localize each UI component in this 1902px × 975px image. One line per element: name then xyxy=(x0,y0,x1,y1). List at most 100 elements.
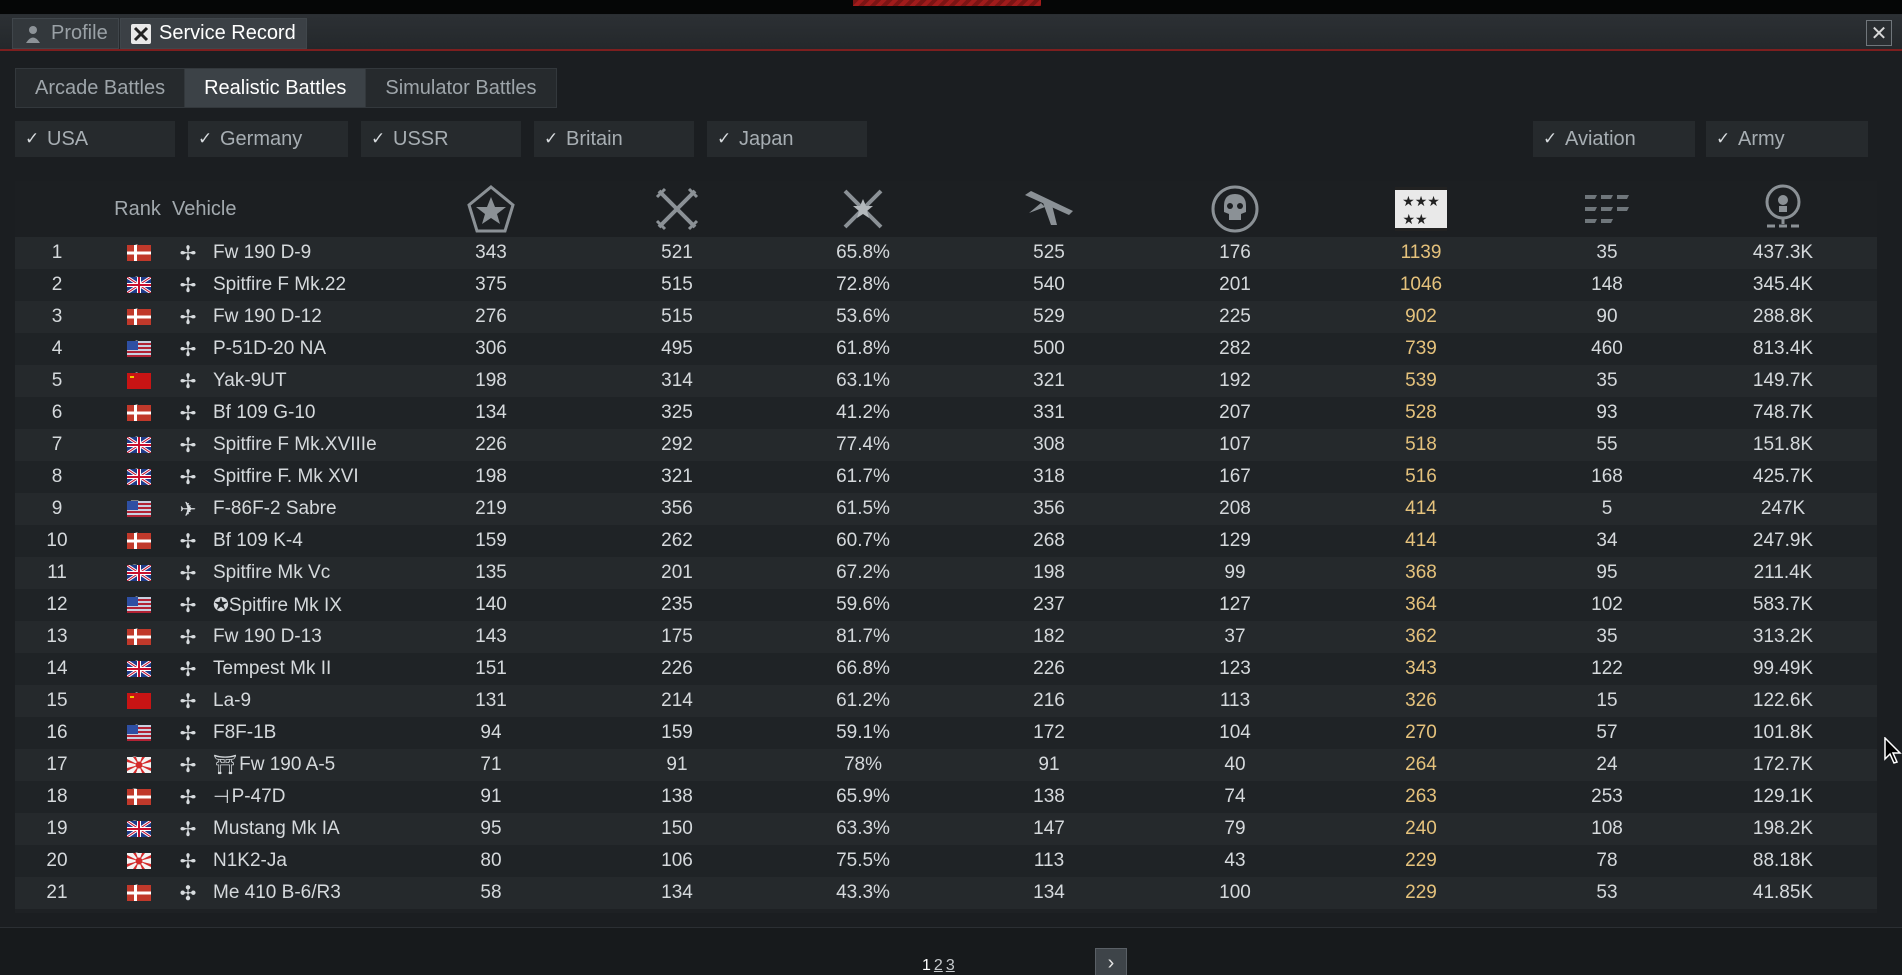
table-row[interactable]: 104✢Bf 109 K-415926260.7%26812941434247.… xyxy=(15,525,1877,557)
stat-c5: 167 xyxy=(1219,466,1251,487)
stat-c3: 77.4% xyxy=(836,434,890,455)
vehicle-name-text: ✪Spitfire Mk IX xyxy=(213,594,342,616)
header-ground-kills[interactable] xyxy=(1552,181,1662,237)
tab-service-record[interactable]: Service Record xyxy=(120,18,307,49)
stat-c4: 226 xyxy=(1033,658,1065,679)
stat-c2: 292 xyxy=(661,434,693,455)
stat-c5: 225 xyxy=(1219,306,1251,327)
header-missions[interactable] xyxy=(622,181,732,237)
prop-plane-icon: ✢ xyxy=(179,786,197,809)
header-flyouts[interactable] xyxy=(994,181,1104,237)
page-1-link[interactable]: 1 xyxy=(922,957,931,974)
nation-flag-germany-icon xyxy=(127,301,157,333)
filter-army[interactable]: ✓ Army xyxy=(1706,121,1868,157)
prop-plane-icon: ✢ xyxy=(179,306,197,329)
page-2-link[interactable]: 2 xyxy=(933,957,943,974)
row-number: 1 xyxy=(51,242,63,263)
stat-c3: 59.6% xyxy=(836,594,890,615)
table-row[interactable]: 144✢Tempest Mk II15122666.8%226123343122… xyxy=(15,653,1877,685)
stat-c6: 263 xyxy=(1405,786,1437,807)
table-row[interactable]: 24✢Spitfire F Mk.2237551572.8%5402011046… xyxy=(15,269,1877,301)
tab-profile[interactable]: Profile xyxy=(12,18,119,49)
row-number: 2 xyxy=(51,274,63,295)
stat-c6: 240 xyxy=(1405,818,1437,839)
table-row[interactable]: 34✢Fw 190 D-1227651553.6%52922590290288.… xyxy=(15,301,1877,333)
stat-c5: 129 xyxy=(1219,530,1251,551)
stat-c5: 123 xyxy=(1219,658,1251,679)
header-deaths[interactable] xyxy=(1180,181,1290,237)
tab-realistic-battles[interactable]: Realistic Battles xyxy=(185,69,367,107)
header-win-rate[interactable] xyxy=(808,181,918,237)
table-row[interactable]: 193✢Mustang Mk IA9515063.3%1477924010819… xyxy=(15,813,1877,845)
stat-c3: 67.2% xyxy=(836,562,890,583)
vehicle-name-text: Bf 109 G-10 xyxy=(213,402,316,423)
stat-c4: 113 xyxy=(1033,850,1065,871)
stat-c7: 78 xyxy=(1596,850,1618,871)
header-rank[interactable]: Rank xyxy=(100,181,175,237)
table-row[interactable]: 84✢Spitfire F. Mk XVI19832161.7%31816751… xyxy=(15,461,1877,493)
close-button[interactable]: ✕ xyxy=(1866,20,1892,46)
header-time-played[interactable] xyxy=(1728,181,1838,237)
filter-usa[interactable]: ✓ USA xyxy=(15,121,175,157)
table-row[interactable]: 134✢Fw 190 D-1314317581.7%1823736235313.… xyxy=(15,621,1877,653)
row-number: 8 xyxy=(51,466,63,487)
table-row[interactable]: 95✈F-86F-2 Sabre21935661.5%3562084145247… xyxy=(15,493,1877,525)
stat-c2: 262 xyxy=(661,530,693,551)
header-vehicle-label: Vehicle xyxy=(172,197,237,220)
stat-c5: 201 xyxy=(1219,274,1251,295)
header-victories[interactable] xyxy=(436,181,546,237)
prop-plane-icon: ✢ xyxy=(179,466,197,489)
title-bar: Profile Service Record ✕ xyxy=(0,15,1902,51)
tab-simulator-battles[interactable]: Simulator Battles xyxy=(366,69,555,107)
heavy-fighter-icon: ✣ xyxy=(179,882,197,905)
table-row[interactable]: 74✢Spitfire F Mk.XVIIIe22629277.4%308107… xyxy=(15,429,1877,461)
row-number: 12 xyxy=(46,594,68,615)
page-3-link[interactable]: 3 xyxy=(945,957,955,974)
prop-plane-icon: ✢ xyxy=(179,562,197,585)
stat-c7: 90 xyxy=(1596,306,1618,327)
stat-c3: 65.8% xyxy=(836,242,890,263)
vehicle-name: F8F-1B xyxy=(213,717,423,749)
table-row[interactable]: 64✢Bf 109 G-1013432541.2%33120752893748.… xyxy=(15,397,1877,429)
filter-germany[interactable]: ✓ Germany xyxy=(188,121,348,157)
stat-c1: 219 xyxy=(475,498,507,519)
vehicle-name: N1K2-Ja xyxy=(213,845,423,877)
table-row[interactable]: 124✢✪Spitfire Mk IX14023559.6%2371273641… xyxy=(15,589,1877,621)
stat-c2: 515 xyxy=(661,306,693,327)
filter-aviation[interactable]: ✓ Aviation xyxy=(1533,121,1695,157)
stat-c1: 140 xyxy=(475,594,507,615)
filter-ussr[interactable]: ✓ USSR xyxy=(361,121,521,157)
stat-c8: 198.2K xyxy=(1752,818,1814,839)
filter-japan[interactable]: ✓ Japan xyxy=(707,121,867,157)
vehicle-name-text: N1K2-Ja xyxy=(213,850,287,871)
stat-c6: 229 xyxy=(1405,882,1437,903)
stat-c3: 61.2% xyxy=(836,690,890,711)
table-row[interactable]: 113✢Spitfire Mk Vc13520167.2%19899368952… xyxy=(15,557,1877,589)
table-row[interactable]: 214✣Me 410 B-6/R35813443.3%1341002295341… xyxy=(15,877,1877,909)
german-captured-icon: ⊣ xyxy=(213,786,230,808)
stat-c1: 343 xyxy=(475,242,507,263)
row-number: 6 xyxy=(51,402,63,423)
stat-c8: 247.9K xyxy=(1752,530,1814,551)
table-row[interactable]: 14✢Fw 190 D-934352165.8%525176113935437.… xyxy=(15,237,1877,269)
stat-c2: 521 xyxy=(661,242,693,263)
header-air-kills[interactable]: ★★★ ★★ xyxy=(1366,181,1476,237)
filter-britain[interactable]: ✓ Britain xyxy=(534,121,694,157)
next-page-button[interactable]: › xyxy=(1095,948,1127,975)
nation-flag-germany-icon xyxy=(127,525,157,557)
stat-c8: 748.7K xyxy=(1752,402,1814,423)
stat-c2: 495 xyxy=(661,338,693,359)
header-vehicle[interactable]: Vehicle xyxy=(172,181,262,237)
vehicle-stats-table: Rank Vehicle ★★★ ★★ xyxy=(15,181,1877,913)
stat-c7: 53 xyxy=(1596,882,1618,903)
tab-arcade-battles[interactable]: Arcade Battles xyxy=(16,69,186,107)
service-record-window: Profile Service Record ✕ Arcade Battles … xyxy=(0,14,1902,975)
row-number: 10 xyxy=(46,530,68,551)
table-row[interactable]: 44✢P-51D-20 NA30649561.8%500282739460813… xyxy=(15,333,1877,365)
